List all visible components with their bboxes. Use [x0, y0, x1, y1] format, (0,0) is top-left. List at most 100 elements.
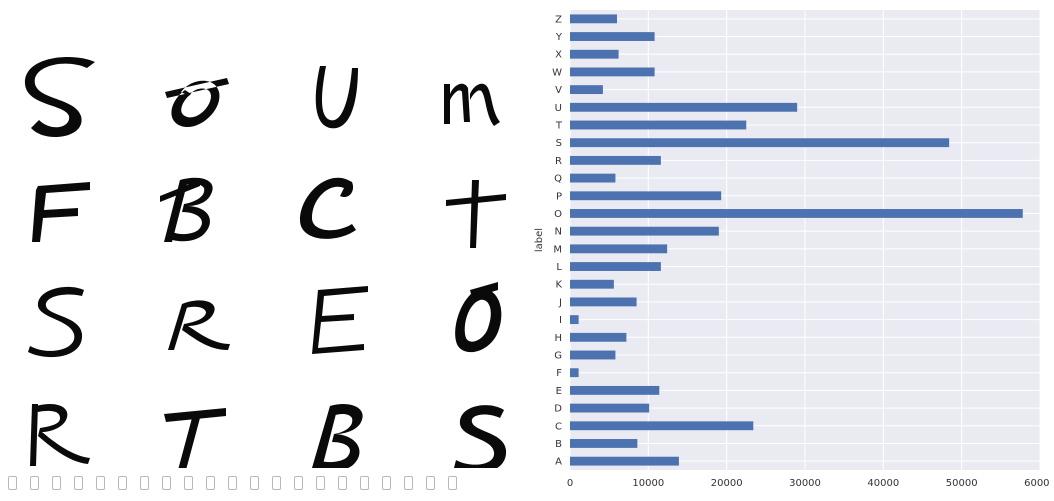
y-tick-label: D [554, 404, 562, 415]
y-axis-label: label [534, 228, 545, 252]
x-tick-label: 10000 [632, 478, 664, 489]
caption-mark [74, 476, 83, 490]
y-tick-label: W [552, 67, 562, 78]
letter-grid-canvas [24, 57, 507, 474]
bar-U [570, 102, 798, 112]
bar-W [570, 67, 655, 77]
caption-mark [30, 476, 39, 490]
bar-V [570, 85, 603, 95]
y-tick-label: I [559, 315, 562, 326]
y-tick-label: S [556, 138, 562, 149]
letter-sample-r4c3 [312, 404, 363, 472]
y-tick-label: Q [554, 174, 562, 185]
letter-sample-r2c2 [160, 177, 213, 242]
bar-H [570, 332, 627, 342]
x-tick-label: 60000 [1024, 478, 1050, 489]
letter-sample-r4c2 [164, 408, 226, 470]
bar-Y [570, 32, 655, 41]
bar-R [570, 155, 661, 165]
bar-N [570, 226, 719, 236]
bar-T [570, 120, 747, 130]
letter-sample-r1c4 [444, 83, 500, 126]
y-tick-label: H [554, 333, 562, 344]
y-tick-label: K [555, 280, 562, 291]
caption-mark [382, 476, 391, 490]
caption-mark [118, 476, 127, 490]
bar-M [570, 244, 668, 254]
letter-sample-r3c1 [28, 286, 84, 358]
caption-mark [294, 476, 303, 490]
caption-mark [448, 476, 457, 490]
y-tick-label: E [556, 386, 562, 397]
y-tick-label: A [555, 457, 562, 468]
y-tick-label: C [555, 421, 562, 432]
y-tick-label: T [555, 121, 563, 132]
caption-strip [0, 468, 540, 501]
caption-mark [338, 476, 347, 490]
x-tick-label: 20000 [711, 478, 743, 489]
y-tick-label: Y [555, 32, 563, 43]
bar-Q [570, 173, 616, 183]
y-tick-label: G [554, 351, 562, 362]
letter-sample-r3c4 [455, 282, 502, 353]
y-tick-label: B [555, 439, 562, 450]
y-tick-label: P [556, 191, 562, 202]
plot-area: 0 10000 20000 30000 40000 50000 60000 ABCDEFGHI… [552, 10, 1050, 489]
caption-mark [272, 476, 281, 490]
caption-mark [52, 476, 61, 490]
caption-mark [426, 476, 435, 490]
y-tick-label: L [556, 262, 562, 273]
y-tick-label: N [555, 227, 562, 238]
y-tick-label: U [555, 103, 562, 114]
y-tick-label: Z [555, 14, 562, 25]
caption-mark [250, 476, 259, 490]
bar-D [570, 403, 650, 413]
letter-sample-r1c1 [24, 57, 95, 138]
letter-sample-r2c1 [32, 182, 90, 242]
bar-I [570, 315, 579, 325]
caption-mark [228, 476, 237, 490]
y-tick-label: M [553, 244, 562, 255]
caption-mark [404, 476, 413, 490]
x-tick-label: 30000 [789, 478, 821, 489]
caption-mark [162, 476, 171, 490]
letter-sample-r1c2 [165, 78, 229, 128]
bar-O [570, 209, 1023, 218]
caption-mark [96, 476, 105, 490]
bar-L [570, 262, 661, 271]
x-tick-label: 0 [567, 478, 573, 489]
letter-sample-r1c3 [315, 66, 358, 129]
letter-sample-r4c1 [30, 403, 90, 466]
bar-J [570, 297, 637, 307]
letter-frequency-bar-chart: 0 10000 20000 30000 40000 50000 60000 ABCDEFGHI… [534, 10, 1050, 489]
bar-X [570, 49, 619, 59]
bar-A [570, 456, 679, 466]
caption-mark [316, 476, 325, 490]
bar-E [570, 385, 660, 395]
letter-sample-r2c4 [446, 180, 506, 248]
bar-G [570, 350, 616, 360]
y-tick-label: J [558, 297, 562, 308]
bar-F [570, 368, 579, 378]
caption-mark [360, 476, 369, 490]
caption-mark [140, 476, 149, 490]
bar-C [570, 421, 754, 431]
handwritten-letter-grid [24, 57, 507, 474]
letter-sample-r2c3 [300, 177, 356, 239]
y-tick-label: X [555, 50, 562, 61]
bar-S [570, 138, 950, 148]
y-tick-label: O [554, 209, 562, 220]
letter-sample-r3c2 [168, 300, 230, 350]
y-tick-label: F [556, 368, 562, 379]
bar-B [570, 439, 638, 448]
bar-Z [570, 14, 617, 24]
caption-mark [206, 476, 215, 490]
x-tick-label: 40000 [867, 478, 899, 489]
letter-sample-r3c3 [312, 286, 368, 354]
letter-sample-r4c4 [454, 405, 507, 474]
caption-mark [8, 476, 17, 490]
bar-K [570, 279, 614, 289]
x-tick-label: 50000 [946, 478, 978, 489]
y-tick-label: V [555, 85, 562, 96]
y-tick-label: R [555, 156, 562, 167]
